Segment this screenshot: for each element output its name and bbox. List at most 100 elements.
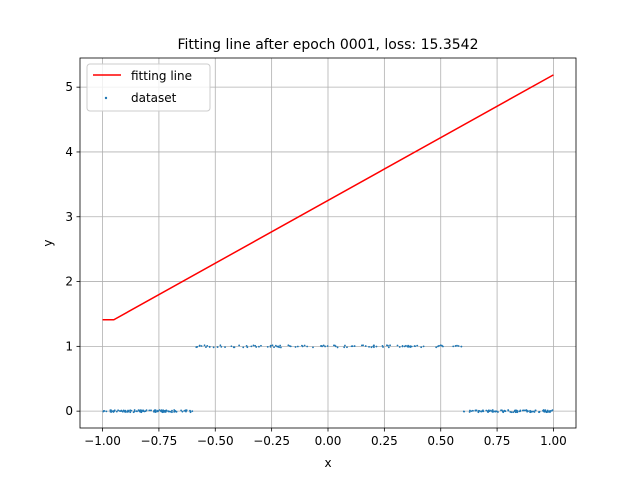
dataset-point	[470, 410, 473, 412]
dataset-point	[344, 344, 346, 347]
dataset-point	[191, 410, 194, 413]
dataset-point	[136, 410, 138, 413]
dataset-point	[230, 345, 233, 348]
y-tick-label: 1	[65, 339, 73, 353]
dataset-point	[524, 409, 527, 412]
dataset-point	[173, 410, 176, 413]
dataset-point	[133, 409, 136, 411]
dataset-point	[206, 344, 209, 347]
dataset-point	[521, 409, 524, 412]
dataset-point	[180, 409, 183, 412]
dataset-point	[169, 410, 172, 413]
dataset-point	[332, 344, 335, 347]
dataset-point	[287, 344, 290, 347]
chart-title: Fitting line after epoch 0001, loss: 15.…	[177, 37, 478, 53]
dataset-point	[113, 410, 116, 413]
dataset-point	[501, 410, 504, 413]
dataset-point	[129, 411, 132, 414]
dataset-point	[319, 345, 322, 347]
dataset-point	[406, 345, 409, 348]
dataset-point	[353, 345, 356, 347]
dataset-point	[472, 409, 474, 412]
x-tick-label: 0.50	[427, 434, 454, 448]
dataset-point	[157, 410, 159, 413]
dataset-point	[370, 346, 373, 349]
legend-label-fitting-line: fitting line	[131, 69, 192, 83]
dataset-point	[469, 409, 471, 412]
dataset-point	[343, 346, 346, 349]
dataset-point	[504, 410, 506, 413]
dataset-point	[474, 409, 477, 412]
dataset-point	[457, 345, 460, 347]
dataset-point	[312, 346, 314, 349]
dataset-point	[154, 409, 156, 411]
dataset-point	[185, 410, 187, 413]
dataset-point	[139, 410, 141, 413]
x-tick-label: −0.50	[197, 434, 234, 448]
dataset-point	[189, 409, 191, 412]
dataset-point	[301, 344, 303, 347]
legend: fitting line dataset	[86, 63, 211, 112]
dataset-point	[326, 345, 329, 347]
dataset-point	[216, 346, 219, 348]
dataset-point	[324, 345, 326, 348]
dataset-point	[129, 409, 131, 412]
dataset-point	[481, 410, 484, 412]
dataset-point	[205, 346, 207, 349]
dataset-point	[550, 409, 553, 412]
x-axis-label: x	[324, 456, 331, 470]
data-layer	[102, 74, 554, 414]
dataset-point	[529, 411, 532, 414]
dataset-point	[518, 410, 521, 413]
dataset-point	[127, 410, 130, 412]
dataset-point	[364, 345, 367, 347]
y-tick-label: 5	[65, 80, 73, 94]
dataset-point	[368, 345, 370, 348]
dataset-point	[545, 410, 548, 413]
dataset-point	[189, 411, 192, 414]
dataset-point	[491, 409, 494, 411]
dataset-point	[175, 410, 178, 413]
dataset-point	[477, 409, 480, 412]
dataset-point	[523, 409, 526, 412]
dataset-point	[336, 346, 339, 349]
dataset-point	[289, 345, 292, 348]
dataset-point	[126, 411, 128, 413]
y-tick-label: 0	[65, 404, 73, 418]
dataset-point	[110, 411, 113, 413]
dataset-point	[130, 409, 133, 412]
dataset-point	[439, 344, 442, 347]
dataset-point	[269, 346, 272, 348]
dataset-point	[386, 344, 389, 347]
dataset-point	[121, 410, 124, 413]
dataset-point	[118, 410, 121, 412]
dataset-point	[185, 409, 188, 412]
dataset-point	[242, 346, 245, 349]
dataset-point	[274, 344, 277, 347]
dataset-point	[143, 410, 146, 413]
y-axis-label: y	[41, 239, 55, 246]
dataset-point	[416, 344, 419, 347]
dataset-point	[404, 344, 407, 347]
dataset-point	[224, 346, 226, 349]
x-tick-label: 0.75	[484, 434, 511, 448]
dataset-point	[422, 345, 425, 348]
dataset-point	[115, 410, 118, 413]
dataset-point	[260, 344, 262, 347]
y-tick-label: 4	[65, 145, 73, 159]
dataset-point	[162, 410, 165, 413]
dataset-point	[372, 345, 375, 348]
x-tick-label: −1.00	[84, 434, 121, 448]
dataset-point	[160, 409, 163, 412]
dataset-point	[140, 410, 143, 413]
dataset-point	[171, 411, 173, 414]
dataset-point	[137, 409, 140, 412]
dataset-point	[381, 344, 384, 347]
dataset-point	[512, 411, 515, 414]
dataset-point	[306, 345, 309, 348]
dataset-point	[110, 409, 113, 412]
dataset-point	[150, 409, 152, 412]
legend-label-dataset: dataset	[131, 91, 177, 105]
dataset-point	[549, 409, 552, 412]
dataset-point	[532, 410, 535, 413]
